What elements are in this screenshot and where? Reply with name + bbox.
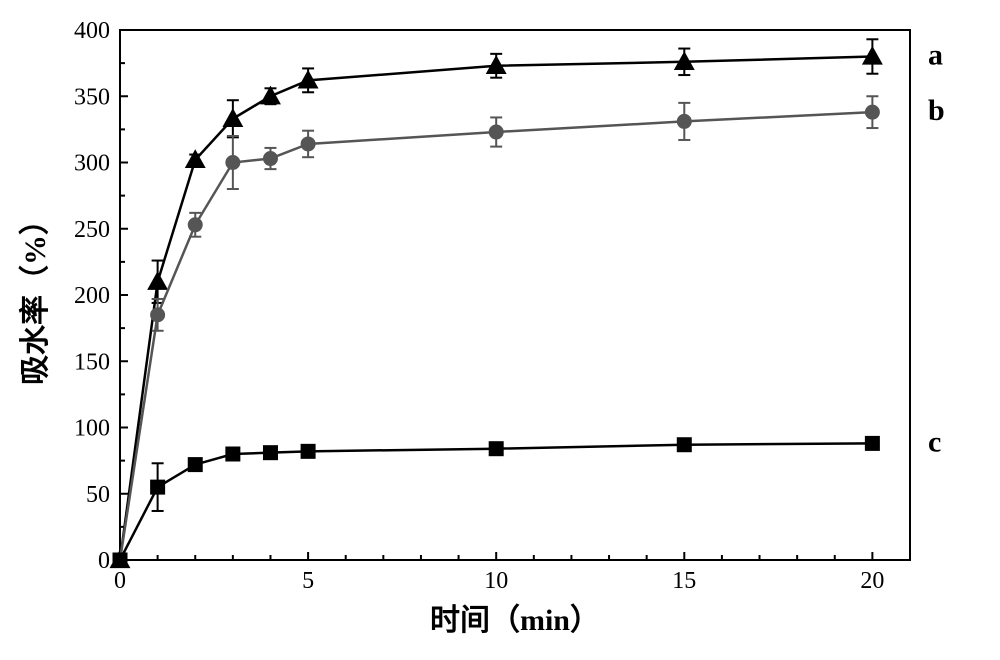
marker-circle <box>226 156 240 170</box>
marker-circle <box>263 152 277 166</box>
marker-circle <box>301 137 315 151</box>
marker-square <box>151 480 165 494</box>
x-tick-label: 10 <box>484 568 508 594</box>
x-tick-label: 0 <box>114 568 126 594</box>
marker-triangle <box>223 109 242 126</box>
marker-square <box>188 458 202 472</box>
y-tick-label: 100 <box>74 416 110 442</box>
marker-circle <box>151 308 165 322</box>
chart-container: 0 5 10 15 20 时间（min） 0 50 100 150 200 250 300 350 400 吸… <box>0 0 1000 660</box>
y-tick-label: 250 <box>74 217 110 243</box>
marker-triangle <box>148 272 167 289</box>
y-tick-label: 200 <box>74 283 110 309</box>
marker-square <box>113 553 127 567</box>
marker-square <box>301 444 315 458</box>
plot-frame <box>120 30 910 560</box>
series-label-a: a <box>928 39 943 72</box>
marker-square <box>263 446 277 460</box>
marker-circle <box>188 218 202 232</box>
marker-triangle <box>261 87 280 104</box>
x-tick-label: 15 <box>672 568 696 594</box>
chart-svg: 0 5 10 15 20 时间（min） 0 50 100 150 200 250 300 350 400 吸… <box>0 0 1000 660</box>
marker-square <box>226 447 240 461</box>
y-tick-label: 350 <box>74 84 110 110</box>
y-axis-title: 吸水率（%） <box>18 205 52 385</box>
marker-circle <box>865 105 879 119</box>
marker-square <box>865 436 879 450</box>
x-tick-label: 5 <box>302 568 314 594</box>
marker-circle <box>677 114 691 128</box>
y-tick-label: 400 <box>74 18 110 44</box>
marker-square <box>677 438 691 452</box>
x-tick-label: 20 <box>860 568 884 594</box>
x-axis-title: 时间（min） <box>430 603 600 637</box>
y-tick-label: 0 <box>98 548 110 574</box>
series-label-b: b <box>928 94 945 127</box>
y-tick-label: 150 <box>74 349 110 375</box>
y-tick-label: 300 <box>74 151 110 177</box>
y-tick-label: 50 <box>86 482 110 508</box>
marker-circle <box>489 125 503 139</box>
marker-square <box>489 442 503 456</box>
series-label-c: c <box>928 425 941 458</box>
